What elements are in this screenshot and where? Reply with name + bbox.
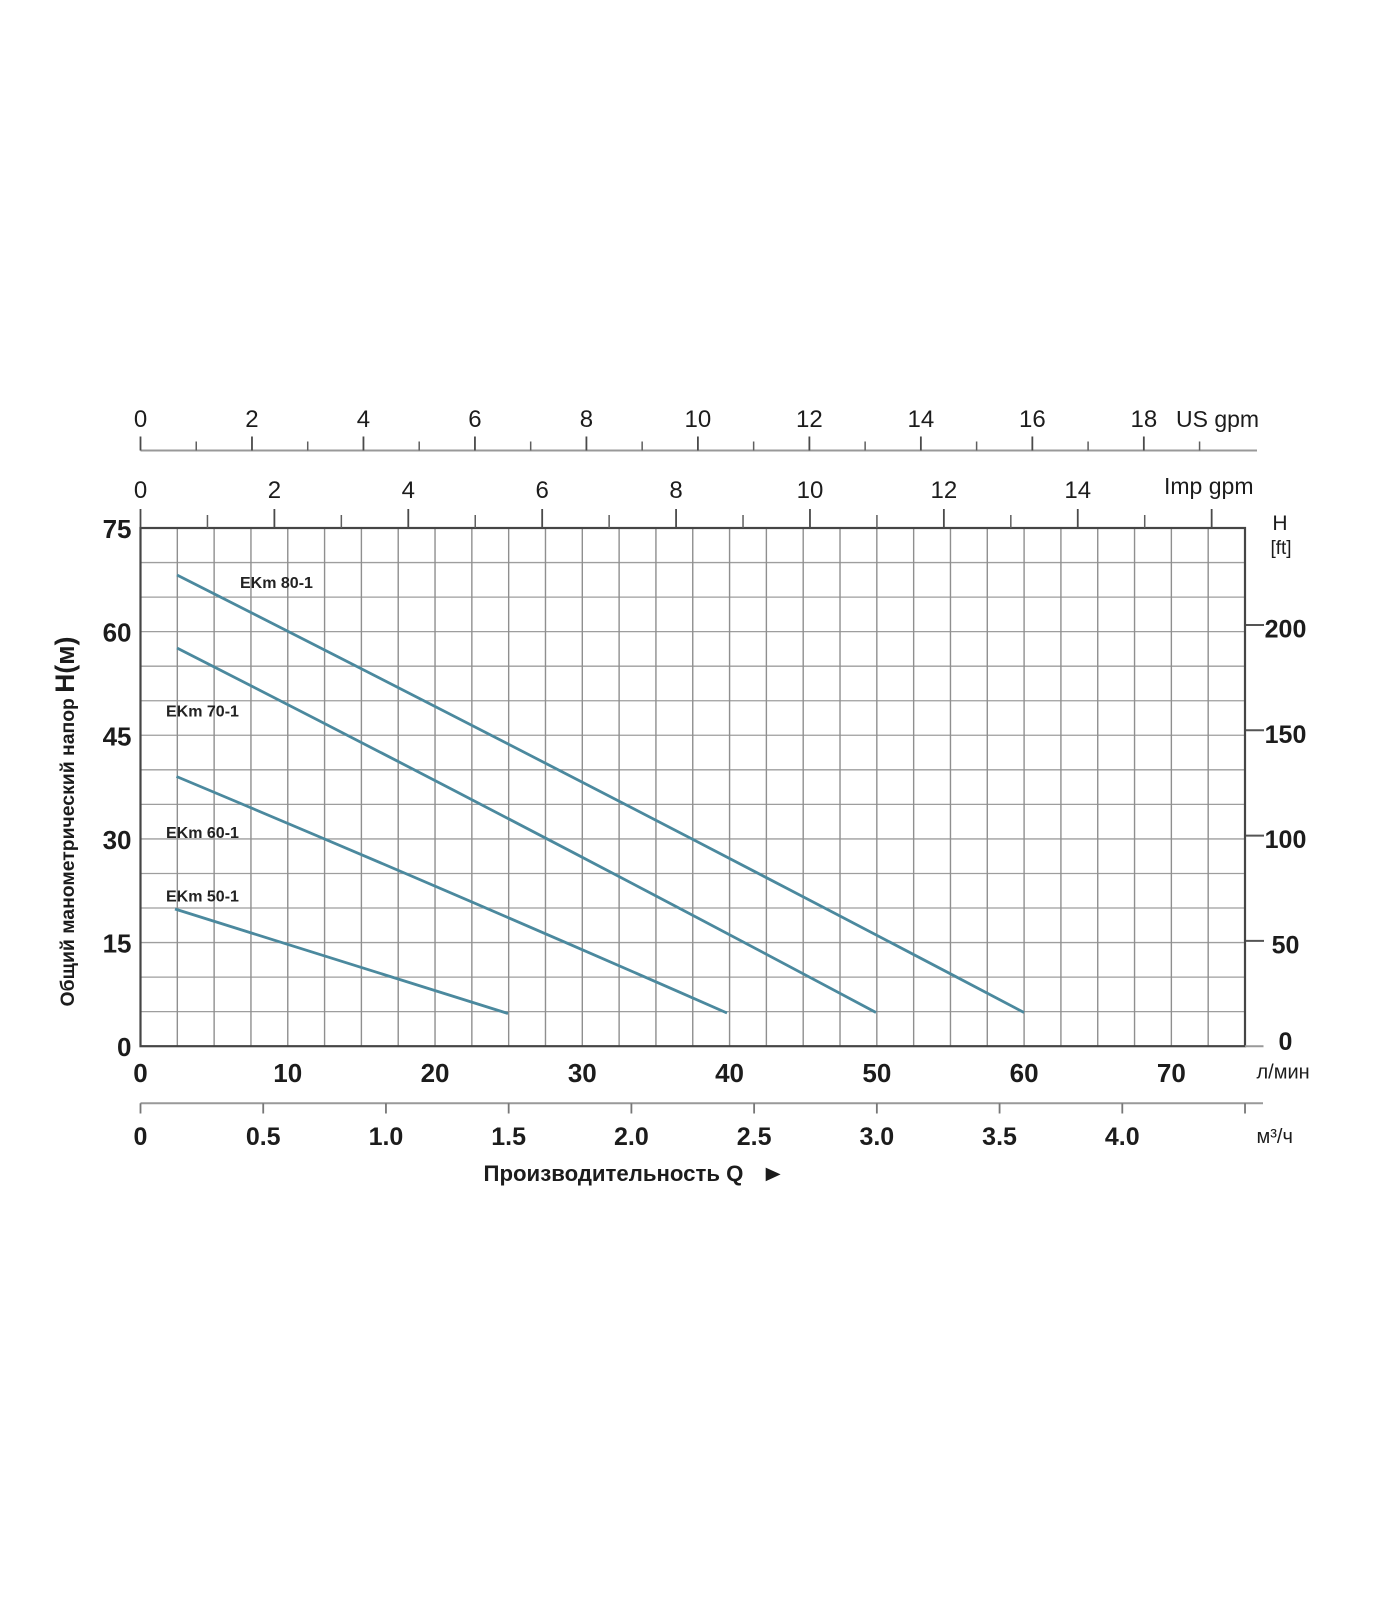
svg-text:0: 0 <box>134 477 147 504</box>
svg-text:л/мин: л/мин <box>1257 1062 1310 1084</box>
svg-text:4.0: 4.0 <box>1105 1123 1140 1151</box>
svg-text:20: 20 <box>421 1058 450 1088</box>
svg-text:0: 0 <box>117 1032 131 1062</box>
svg-text:1.5: 1.5 <box>491 1123 526 1151</box>
svg-text:30: 30 <box>568 1058 597 1088</box>
svg-text:30: 30 <box>103 825 132 855</box>
svg-text:0.5: 0.5 <box>246 1123 281 1151</box>
svg-text:[ft]: [ft] <box>1270 538 1291 559</box>
svg-text:60: 60 <box>103 618 132 648</box>
svg-text:8: 8 <box>669 477 682 504</box>
svg-text:14: 14 <box>908 406 935 433</box>
svg-text:6: 6 <box>468 406 481 433</box>
svg-text:EKm 70-1: EKm 70-1 <box>166 704 239 721</box>
svg-text:2: 2 <box>268 477 281 504</box>
svg-text:50: 50 <box>1272 931 1300 959</box>
svg-text:8: 8 <box>580 406 593 433</box>
svg-text:6: 6 <box>536 477 549 504</box>
svg-text:Производительность Q: Производительность Q <box>484 1161 744 1186</box>
svg-text:2.5: 2.5 <box>737 1123 772 1151</box>
svg-text:40: 40 <box>715 1058 744 1088</box>
svg-text:EKm 60-1: EKm 60-1 <box>166 825 239 842</box>
svg-text:EKm 80-1: EKm 80-1 <box>240 575 313 592</box>
svg-text:200: 200 <box>1265 616 1307 644</box>
svg-text:1.0: 1.0 <box>369 1123 404 1151</box>
svg-text:12: 12 <box>931 477 958 504</box>
svg-text:45: 45 <box>103 721 132 751</box>
svg-text:0: 0 <box>134 406 147 433</box>
svg-text:м³/ч: м³/ч <box>1257 1126 1293 1148</box>
svg-text:H: H <box>1272 512 1287 535</box>
svg-text:100: 100 <box>1265 826 1307 854</box>
svg-text:18: 18 <box>1130 406 1157 433</box>
svg-text:Общий манометрический напор Н(: Общий манометрический напор Н(м) <box>50 637 80 1007</box>
svg-text:14: 14 <box>1064 477 1091 504</box>
svg-text:EKm 50-1: EKm 50-1 <box>166 889 239 906</box>
svg-text:50: 50 <box>862 1058 891 1088</box>
svg-text:4: 4 <box>402 477 415 504</box>
svg-text:0: 0 <box>134 1123 148 1151</box>
svg-text:0: 0 <box>1279 1028 1293 1056</box>
svg-text:0: 0 <box>133 1058 147 1088</box>
svg-text:Imp gpm: Imp gpm <box>1164 473 1253 499</box>
svg-text:10: 10 <box>273 1058 302 1088</box>
svg-text:75: 75 <box>103 514 132 544</box>
svg-text:2.0: 2.0 <box>614 1123 649 1151</box>
svg-text:2: 2 <box>245 406 258 433</box>
svg-text:3.0: 3.0 <box>859 1123 894 1151</box>
svg-text:10: 10 <box>797 477 824 504</box>
svg-text:16: 16 <box>1019 406 1046 433</box>
svg-text:12: 12 <box>796 406 823 433</box>
svg-text:US gpm: US gpm <box>1176 406 1259 432</box>
svg-text:10: 10 <box>685 406 712 433</box>
svg-text:4: 4 <box>357 406 370 433</box>
svg-text:150: 150 <box>1265 721 1307 749</box>
svg-text:70: 70 <box>1157 1058 1186 1088</box>
svg-text:15: 15 <box>103 929 132 959</box>
svg-text:3.5: 3.5 <box>982 1123 1017 1151</box>
svg-text:60: 60 <box>1010 1058 1039 1088</box>
